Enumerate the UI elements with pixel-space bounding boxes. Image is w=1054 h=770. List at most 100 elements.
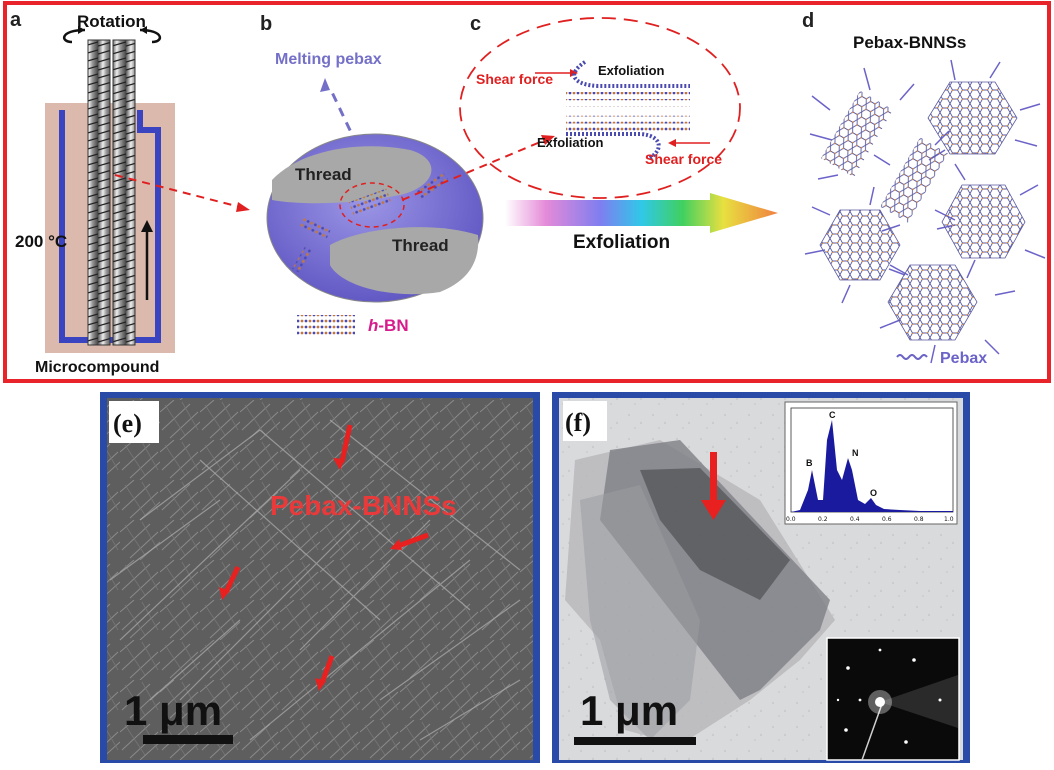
sem-fibers — [109, 419, 521, 741]
layer-1 — [566, 92, 690, 96]
eds-tick-4: 0.8 — [914, 516, 924, 523]
microcompound-label: Microcompound — [35, 359, 159, 376]
eds-peak-o: O — [870, 488, 877, 498]
panel-a: a Rotation 200 °C Microcompound — [10, 9, 250, 376]
tem-scale-label: 1 μm — [580, 687, 678, 734]
saed-inset — [826, 637, 960, 761]
layer-curl-top — [572, 60, 690, 88]
rotation-arrowhead-left — [78, 26, 85, 34]
panel-f-letter-box — [563, 401, 607, 441]
saed-spot-2 — [912, 658, 916, 662]
panel-f: (f) B C N O 0.0 0.2 0.4 0.6 0.8 1.0 — [552, 392, 970, 763]
eds-peak-b: B — [806, 458, 813, 468]
thread-top-label: Thread — [295, 165, 352, 184]
thread-top-shape — [272, 146, 432, 204]
layer-2 — [566, 99, 690, 103]
panel-d-letter: d — [802, 10, 814, 32]
chains-5 — [936, 163, 1046, 279]
hbn-sheet-3 — [414, 171, 450, 201]
hbn-label-prefix: h — [368, 316, 378, 335]
shear-arrowhead-top — [570, 69, 578, 77]
saed-spots — [836, 648, 942, 744]
saed-spot-8 — [836, 698, 840, 702]
dashed-arrow-a-b — [114, 174, 241, 208]
hbn-legend-icon — [297, 315, 355, 335]
chains-4 — [804, 186, 909, 304]
bnns-sheet-6 — [887, 264, 978, 341]
saed-spot-6 — [858, 698, 862, 702]
eds-tick-0: 0.0 — [786, 516, 796, 523]
sem-arrow-1 — [339, 424, 353, 463]
hbn-sheet-4 — [292, 246, 314, 274]
shear-arrowhead-bottom — [668, 139, 676, 147]
eds-inset: B C N O 0.0 0.2 0.4 0.6 0.8 1.0 — [784, 401, 958, 525]
sem-arrowhead-2 — [390, 539, 402, 550]
dashed-arrowhead-b-c — [541, 135, 555, 145]
panel-c-letter: c — [470, 13, 481, 35]
saed-spot-7 — [878, 648, 882, 652]
layer-curl-bottom — [566, 132, 661, 160]
eds-peak-n: N — [852, 448, 859, 458]
eds-spectrum — [791, 420, 953, 512]
panel-f-letter: (f) — [565, 408, 591, 437]
bnns-sheet-5 — [941, 184, 1026, 259]
layer-6 — [566, 127, 690, 131]
eds-tick-3: 0.6 — [882, 516, 892, 523]
sem-arrowhead-3 — [219, 587, 230, 600]
eds-tick-1: 0.2 — [818, 516, 828, 523]
saed-streak — [861, 703, 883, 761]
saed-center — [875, 697, 885, 707]
panel-b: b Melting pebax Thread Thread h-BN — [260, 13, 555, 335]
flake-dark — [640, 468, 790, 600]
tem-arrow-shaft — [710, 452, 717, 502]
exfoliation-bottom-label: Exfoliation — [537, 135, 604, 150]
exfoliation-arrow-label: Exfoliation — [573, 232, 670, 253]
thread-bottom-label: Thread — [392, 236, 449, 255]
layer-stack — [566, 60, 690, 160]
bnns-sheet-4 — [819, 209, 901, 281]
hbn-sheet-1 — [348, 188, 392, 216]
hbn-sheet-2 — [298, 216, 332, 240]
eds-peak-c: C — [829, 410, 836, 420]
rotation-arrowhead-right — [140, 26, 147, 34]
thread-bottom-shape — [330, 227, 479, 295]
sem-arrowhead-1 — [333, 458, 345, 470]
flow-arrowhead — [141, 220, 153, 232]
saed-spot-4 — [844, 728, 848, 732]
eds-tick-5: 1.0 — [944, 516, 954, 523]
pebax-bnnss-title: Pebax-BNNSs — [853, 33, 966, 52]
dashed-arrow-b-c — [401, 139, 546, 201]
chains-1 — [809, 67, 915, 180]
screw-right — [112, 39, 136, 346]
panel-e-letter: (e) — [113, 409, 142, 438]
melting-pebax-pointer-head — [320, 78, 330, 92]
layer-5 — [566, 120, 690, 124]
rotation-label: Rotation — [77, 12, 146, 31]
sem-arrow-3 — [223, 565, 241, 594]
saed-spot-1 — [846, 666, 850, 670]
zoom-ellipse — [459, 17, 741, 199]
bnns-sheet-3 — [880, 137, 948, 223]
layer-4 — [566, 113, 690, 117]
panel-c: c Shear force Exfoliation Exfoliation Sh… — [459, 13, 778, 253]
zoom-circle — [339, 182, 405, 228]
pebax-legend-label: Pebax — [940, 350, 987, 367]
shear-force-bottom-label: Shear force — [645, 151, 722, 167]
chains-6 — [879, 268, 1016, 364]
melt-channel — [59, 110, 161, 343]
dashed-arrowhead-a-b — [236, 202, 250, 212]
layer-3 — [566, 106, 690, 110]
melting-pebax-pointer — [328, 87, 359, 146]
sem-image — [107, 398, 533, 760]
sem-scale-label: 1 μm — [124, 687, 222, 734]
sem-arrow-4 — [319, 655, 335, 684]
pebax-bnnss-sem-label: Pebax-BNNSs — [270, 490, 457, 521]
panel-e-letter-box — [109, 401, 159, 443]
hbn-label-suffix: -BN — [378, 316, 408, 335]
temperature-label: 200 °C — [15, 232, 67, 251]
chains-2 — [928, 59, 1041, 161]
fibers-1 — [119, 469, 521, 741]
fibers-2 — [109, 429, 521, 741]
